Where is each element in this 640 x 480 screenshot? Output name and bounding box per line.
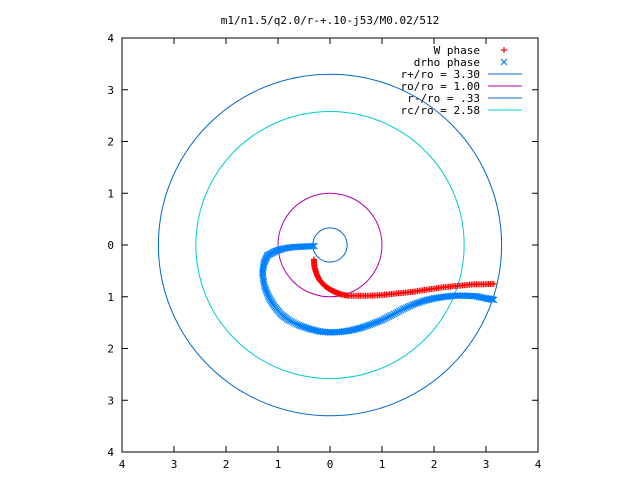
data-point xyxy=(406,302,414,310)
data-point xyxy=(387,312,395,320)
circle-series xyxy=(157,73,503,417)
y-tick-label: 4 xyxy=(107,446,114,459)
x-tick-label: 1 xyxy=(379,458,386,471)
data-point xyxy=(260,280,268,288)
legend-label: rc/ro = 2.58 xyxy=(401,104,480,117)
data-point xyxy=(286,317,294,325)
data-point xyxy=(490,280,497,287)
circle-series xyxy=(195,110,465,380)
drho-phase-series xyxy=(258,242,498,336)
legend-marker xyxy=(500,58,508,66)
circle-series xyxy=(277,192,383,298)
x-tick-label: 0 xyxy=(327,458,334,471)
x-axis: 4 3 2 1 0 1 2 3 4 xyxy=(119,38,542,471)
data-point xyxy=(383,314,391,321)
legend-label: r-/ro = .33 xyxy=(407,92,480,105)
x-tick-label: 1 xyxy=(275,458,282,471)
data-point xyxy=(402,304,410,312)
data-point xyxy=(489,296,496,304)
y-tick-label: 3 xyxy=(107,394,114,407)
data-point xyxy=(380,315,388,323)
y-tick-label: 1 xyxy=(107,291,114,304)
legend-label: W phase xyxy=(434,44,480,57)
y-tick-label: 3 xyxy=(107,84,114,97)
legend-label: drho phase xyxy=(414,56,480,69)
data-point xyxy=(284,316,292,324)
data-point xyxy=(490,296,498,304)
legend-marker xyxy=(501,47,507,53)
data-point xyxy=(487,295,495,303)
y-tick-label: 0 xyxy=(107,239,114,252)
y-tick-label: 4 xyxy=(107,32,114,45)
data-point xyxy=(376,317,384,325)
data-point xyxy=(385,313,393,321)
data-point xyxy=(401,304,408,312)
data-point xyxy=(288,318,296,326)
circle-series xyxy=(312,227,348,263)
x-tick-label: 4 xyxy=(535,458,542,471)
data-point xyxy=(378,316,386,324)
data-point xyxy=(293,320,301,328)
legend-label: ro/ro = 1.00 xyxy=(401,80,480,93)
x-tick-label: 2 xyxy=(223,458,230,471)
y-axis: 4 3 2 1 0 1 2 3 4 xyxy=(107,32,538,459)
x-tick-label: 3 xyxy=(171,458,178,471)
w-phase-series xyxy=(310,256,497,299)
data-point xyxy=(290,319,298,327)
data-point xyxy=(399,305,407,313)
data-point xyxy=(404,303,412,311)
data-point xyxy=(382,314,389,322)
legend-label: r+/ro = 3.30 xyxy=(401,68,480,81)
y-tick-label: 2 xyxy=(107,343,114,356)
plot-area xyxy=(121,37,539,453)
x-tick-label: 3 xyxy=(483,458,490,471)
chart-title: m1/n1.5/q2.0/r-+.10-j53/M0.02/512 xyxy=(221,14,440,27)
y-tick-label: 1 xyxy=(107,187,114,200)
x-tick-label: 2 xyxy=(431,458,438,471)
y-tick-label: 2 xyxy=(107,136,114,149)
x-tick-label: 4 xyxy=(119,458,126,471)
data-point xyxy=(291,320,299,327)
